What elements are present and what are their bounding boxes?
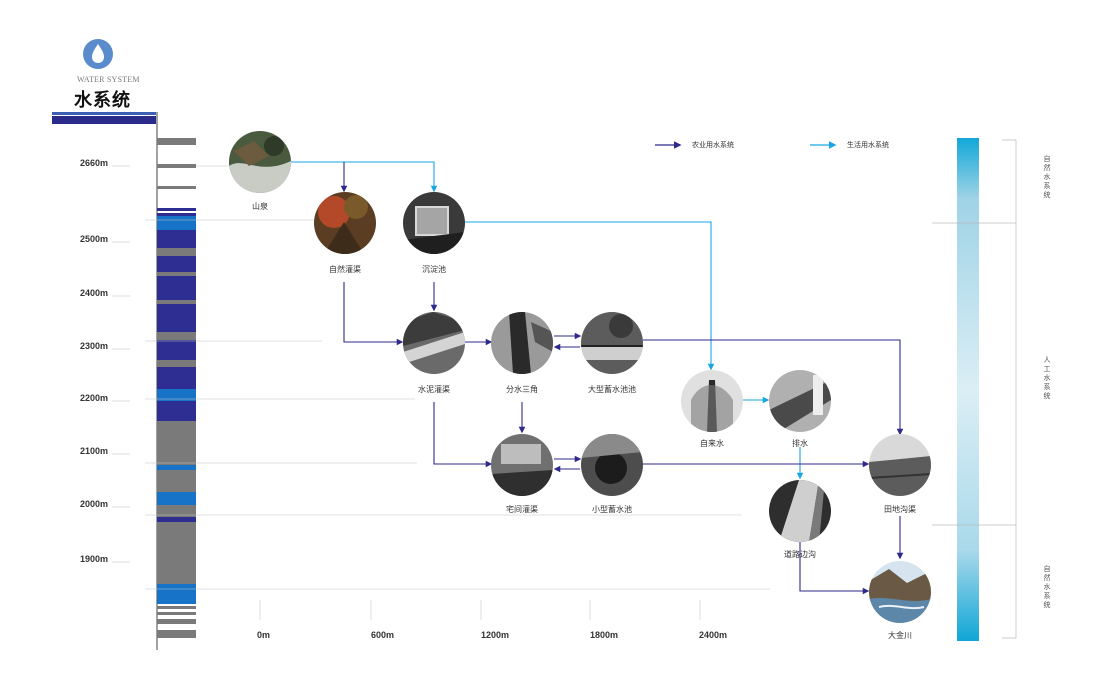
spring-photo (229, 131, 291, 193)
legend-agri: 农业用水系统 (692, 141, 734, 149)
node-label-field-ditch: 田地沟渠 (884, 505, 916, 514)
node-label-settling: 沉淀池 (422, 265, 446, 274)
river-photo (869, 561, 931, 623)
node-label-diversion: 分水三角 (506, 385, 538, 394)
node-label-road-ditch: 道路边沟 (784, 550, 816, 559)
node-label-tap-water: 自来水 (700, 439, 724, 448)
elevation-label: 1900m (80, 554, 109, 564)
concrete-canal-photo (403, 312, 465, 374)
node-label-concrete-canal: 水泥灌渠 (418, 385, 450, 394)
node-label-river: 大金川 (888, 631, 912, 640)
side-label-natural-top: 自然水系统 (1043, 155, 1051, 199)
elevation-label: 2660m (80, 158, 109, 168)
natural-canal-photo (314, 192, 376, 254)
distance-label: 600m (371, 630, 395, 640)
small-pool-photo (581, 434, 643, 496)
elevation-label: 2000m (80, 499, 109, 509)
elevation-label: 2100m (80, 446, 109, 456)
tap-water-photo (681, 370, 743, 432)
logo-title: 水系统 (74, 90, 131, 111)
side-label-artificial: 人工水系统 (1043, 356, 1051, 400)
distance-label: 2400m (699, 630, 728, 640)
large-pool-photo (581, 312, 643, 374)
road-ditch-photo (769, 480, 831, 542)
elevation-label: 2400m (80, 288, 109, 298)
node-label-drainage: 排水 (792, 439, 808, 448)
node-label-natural-canal: 自然灌渠 (329, 265, 361, 274)
logo-english: WATER SYSTEM (77, 75, 140, 84)
field-ditch-photo (869, 434, 931, 496)
node-label-spring: 山泉 (252, 202, 268, 211)
elevation-label: 2300m (80, 341, 109, 351)
water-drop-icon (82, 38, 114, 70)
distance-label: 0m (257, 630, 271, 640)
elevation-column (157, 138, 196, 638)
distance-label: 1200m (481, 630, 510, 640)
distance-label: 1800m (590, 630, 619, 640)
node-label-small-pool: 小型蓄水池 (592, 505, 632, 514)
drainage-photo (769, 370, 831, 432)
elevation-label: 2500m (80, 234, 109, 244)
house-canal-photo (491, 434, 553, 496)
elevation-label: 2200m (80, 393, 109, 403)
node-label-large-pool: 大型蓄水池池 (588, 385, 636, 394)
diversion-photo (491, 312, 553, 374)
node-label-house-canal: 宅间灌渠 (506, 505, 538, 514)
legend-life: 生活用水系统 (847, 141, 889, 149)
side-label-natural-bottom: 自然水系统 (1043, 565, 1051, 609)
settling-pool-photo (403, 192, 465, 254)
